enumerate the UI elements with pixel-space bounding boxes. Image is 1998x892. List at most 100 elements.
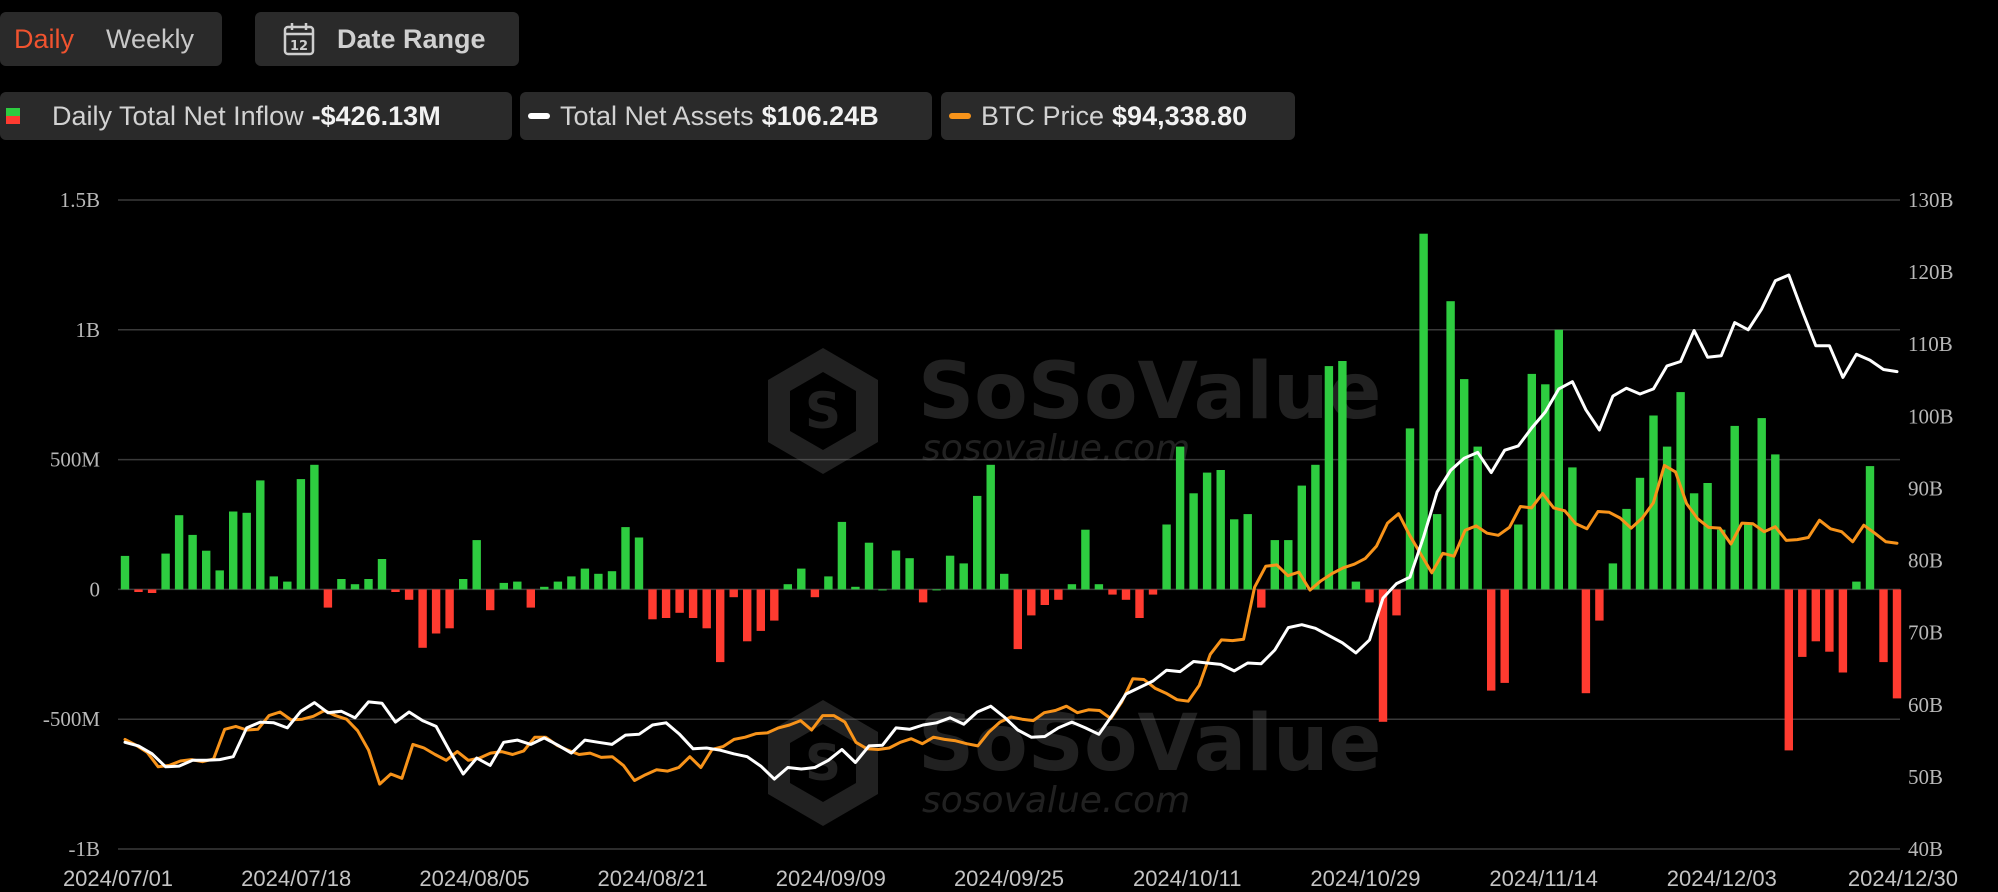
net-inflow-bar — [364, 579, 373, 590]
legend-btc-price[interactable]: BTC Price $94,338.80 — [941, 92, 1295, 140]
sosovalue-logo-icon — [768, 348, 878, 474]
right-tick-label: 80B — [1908, 549, 1943, 573]
right-tick-label: 90B — [1908, 476, 1943, 500]
net-inflow-bar — [323, 589, 333, 608]
x-tick-label: 2024/12/30 — [1848, 866, 1958, 891]
net-inflow-bar — [1446, 301, 1455, 590]
net-inflow-bar — [1689, 493, 1699, 590]
net-inflow-bar — [283, 581, 292, 590]
net-inflow-bar — [553, 581, 563, 590]
net-inflow-bar — [1378, 589, 1388, 722]
net-inflow-bar — [1622, 508, 1631, 590]
net-inflow-bar — [188, 534, 197, 590]
right-tick-label: 50B — [1908, 765, 1943, 789]
net-inflow-bar — [1257, 589, 1266, 608]
net-inflow-bar — [1892, 589, 1902, 699]
series-lines — [123, 273, 1899, 786]
net-inflow-bar — [269, 576, 278, 590]
net-inflow-bar — [161, 553, 170, 590]
net-inflow-bar — [1148, 589, 1158, 595]
net-inflow-bar — [783, 584, 792, 590]
net-inflow-bar — [431, 589, 441, 634]
x-tick-label: 2024/09/25 — [954, 866, 1064, 891]
net-inflow-bar — [1202, 472, 1212, 590]
net-inflow-bar — [661, 589, 671, 618]
net-inflow-bar — [770, 589, 779, 621]
bar-swatch-icon — [6, 108, 20, 124]
net-inflow-bar — [1798, 589, 1807, 657]
net-inflow-bar — [1054, 589, 1063, 600]
right-tick-label: 130B — [1908, 188, 1954, 212]
net-inflow-bar — [1568, 467, 1577, 590]
right-tick-label: 70B — [1908, 621, 1943, 645]
net-inflow-bar — [634, 537, 644, 590]
legend-label: Daily Total Net Inflow — [52, 100, 304, 131]
net-inflow-bar — [1865, 466, 1875, 590]
net-inflow-bar — [986, 464, 995, 590]
net-inflow-bar — [1744, 524, 1753, 590]
net-inflow-bar — [1297, 485, 1306, 590]
tab-weekly[interactable]: Weekly — [106, 23, 195, 54]
x-tick-label: 2024/09/09 — [776, 866, 886, 891]
x-tick-label: 2024/07/01 — [63, 866, 173, 891]
net-inflow-bar — [1852, 581, 1861, 590]
date-range-button[interactable]: 12 Date Range — [255, 12, 519, 66]
left-tick-label: 500M — [50, 448, 101, 472]
net-inflow-bar — [864, 542, 874, 590]
net-inflow-bar — [1838, 589, 1848, 673]
net-inflow-bar — [959, 563, 968, 590]
net-inflow-bar — [594, 573, 603, 590]
net-inflow-bar — [945, 555, 955, 590]
x-tick-label: 2024/08/21 — [598, 866, 708, 891]
net-inflow-bar — [1595, 589, 1604, 621]
net-inflow-bar — [1324, 366, 1334, 590]
net-inflow-bar — [1216, 470, 1225, 590]
net-inflow-bar — [1487, 589, 1496, 691]
btc-price-line — [123, 463, 1899, 786]
legend-value: $94,338.80 — [1112, 100, 1248, 131]
right-tick-label: 100B — [1908, 404, 1954, 428]
net-inflow-bar — [377, 559, 387, 590]
net-inflow-bar — [824, 576, 833, 590]
left-tick-label: 1B — [75, 318, 100, 342]
net-inflow-bar — [1189, 493, 1198, 590]
calendar-day-number: 12 — [290, 39, 308, 54]
net-inflow-bar — [391, 589, 400, 592]
net-inflow-bar — [486, 589, 495, 611]
net-inflow-bar — [607, 571, 617, 590]
watermark-url: sosovalue.com — [922, 428, 1190, 469]
x-tick-label: 2024/12/03 — [1667, 866, 1777, 891]
net-inflow-bar — [418, 589, 427, 648]
line-swatch-icon — [528, 113, 550, 119]
net-inflow-bar — [1514, 524, 1523, 590]
net-inflow-bar — [1419, 233, 1428, 590]
net-inflow-bar — [797, 568, 806, 590]
net-inflow-bar — [1635, 477, 1645, 590]
net-inflow-bar — [1811, 589, 1820, 642]
date-range-label: Date Range — [337, 23, 486, 54]
legend-net-inflow[interactable]: Daily Total Net Inflow -$426.13M — [0, 92, 512, 140]
net-inflow-bar — [202, 550, 211, 590]
net-inflow-bar — [499, 582, 508, 590]
net-inflow-bar — [648, 589, 657, 620]
net-inflow-bar — [743, 589, 752, 642]
net-inflow-bar — [621, 527, 630, 590]
net-inflow-bar — [1243, 514, 1252, 590]
watermark-bottom: S SoSoValue sosovalue.com — [768, 699, 1381, 826]
net-inflow-bar — [580, 568, 590, 590]
net-inflow-bar — [1581, 589, 1591, 694]
net-inflow-bar — [1135, 589, 1144, 618]
tab-daily[interactable]: Daily — [14, 23, 75, 54]
net-inflow-bar — [1757, 418, 1766, 590]
net-inflow-bar — [567, 576, 576, 590]
net-inflow-bar — [756, 589, 765, 631]
net-inflow-bar — [1392, 589, 1401, 616]
net-inflow-bars — [120, 233, 1902, 751]
net-inflow-bar — [472, 540, 481, 590]
legend-total-net-assets[interactable]: Total Net Assets $106.24B — [520, 92, 932, 140]
net-inflow-bar — [1784, 589, 1793, 751]
net-inflow-bar — [1000, 573, 1009, 590]
net-inflow-bar — [1338, 361, 1347, 590]
net-inflow-bar — [1541, 384, 1550, 590]
